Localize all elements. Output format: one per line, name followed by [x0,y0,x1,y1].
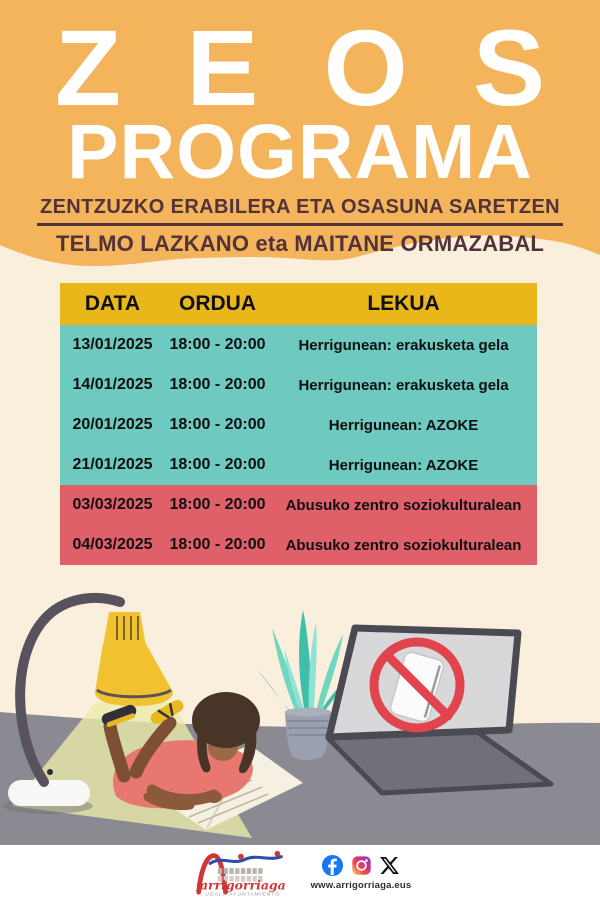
title-letter: O [323,7,408,128]
place-cell: Abusuko zentro soziokulturalean [285,496,522,514]
logo-name: arrigorriaga [200,877,286,892]
prohibition-sign-icon [369,637,465,733]
time-cell: 18:00 - 20:00 [169,496,266,513]
title-letter: Z [55,7,121,128]
date-cell: 20/01/2025 [72,416,153,433]
page-subtitle: PROGRAMA [67,108,533,195]
x-twitter-icon [380,856,400,874]
time-cell: 18:00 - 20:00 [169,536,266,553]
sandal [101,704,137,727]
table-row: 20/01/2025 18:00 - 20:00 Herrigunean: AZ… [60,405,537,445]
footer: arrigorriaga UDALA AYUNTAMIENTO [0,845,600,899]
logo-caption: UDALA AYUNTAMIENTO [205,892,280,896]
table-row: 04/03/2025 18:00 - 20:00 Abusuko zentro … [60,525,537,565]
date-cell: 03/03/2025 [72,496,153,513]
schedule-table: DATA ORDUA LEKUA 13/01/2025 18:00 - 20:0… [60,283,537,565]
facebook-icon [322,854,344,876]
tagline: ZENTZUZKO ERABILERA ETA OSASUNA SARETZEN [36,196,564,226]
place-cell: Abusuko zentro soziokulturalean [285,536,522,554]
table-row: 21/01/2025 18:00 - 20:00 Herrigunean: AZ… [60,445,537,485]
date-cell: 13/01/2025 [72,336,153,353]
arrigorriaga-logo: arrigorriaga UDALA AYUNTAMIENTO [195,850,286,896]
title-letter: S [472,7,545,128]
header-background [0,0,600,272]
sandal [150,700,184,724]
table-row: 13/01/2025 18:00 - 20:00 Herrigunean: er… [60,325,537,365]
column-header-ordua: ORDUA [179,292,256,315]
column-header-data: DATA [84,292,141,315]
title-letter: E [186,7,259,128]
place-cell: Herrigunean: AZOKE [328,416,479,434]
place-cell: Herrigunean: AZOKE [328,456,479,474]
social-block: www.arrigorriaga.eus [311,854,412,891]
time-cell: 18:00 - 20:00 [169,376,266,393]
time-cell: 18:00 - 20:00 [169,336,266,353]
wave-divider [0,235,600,273]
website-url: www.arrigorriaga.eus [310,879,412,891]
instagram-icon [352,855,372,875]
girl-reading-book [101,692,303,830]
header: Z E O S PROGRAMA ZENTZUZKO ERABILERA ETA… [0,7,600,257]
laptop-no-phone [325,624,554,796]
date-cell: 14/01/2025 [72,376,153,393]
table-row: 03/03/2025 18:00 - 20:00 Abusuko zentro … [60,485,537,525]
time-cell: 18:00 - 20:00 [169,456,266,473]
table-row: 14/01/2025 18:00 - 20:00 Herrigunean: er… [60,365,537,405]
time-cell: 18:00 - 20:00 [169,416,266,433]
date-cell: 04/03/2025 [72,536,153,553]
table-header-row: DATA ORDUA LEKUA [60,283,537,325]
page-title: Z E O S [55,7,545,128]
illustration-scene [0,592,600,845]
desk-lamp-icon [3,592,173,814]
place-cell: Herrigunean: erakusketa gela [298,376,509,394]
authors-line: TELMO LAZKANO eta MAITANE ORMAZABAL [55,230,545,256]
column-header-lekua: LEKUA [367,292,440,315]
place-cell: Herrigunean: erakusketa gela [298,336,509,354]
date-cell: 21/01/2025 [72,456,153,473]
